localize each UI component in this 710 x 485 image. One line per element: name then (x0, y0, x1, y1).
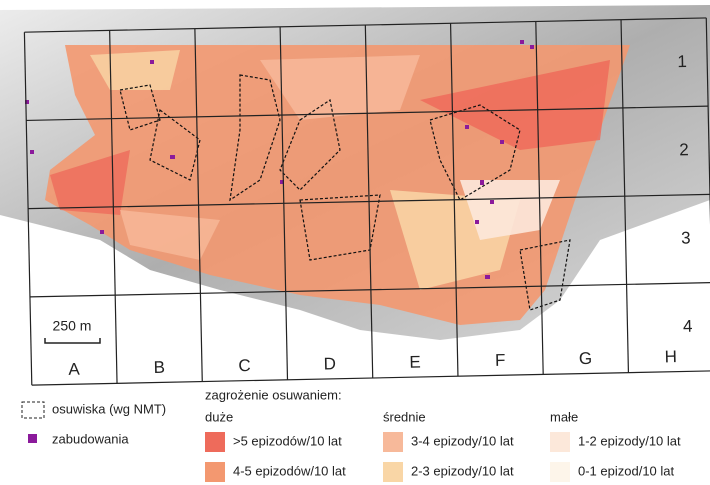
legend-label: >5 epizodów/10 lat (233, 433, 342, 448)
legend-label: 1-2 epizody/10 lat (578, 433, 681, 448)
legend-swatch (205, 432, 225, 452)
grid-line (29, 282, 710, 298)
legend-label: 2-3 epizody/10 lat (411, 463, 514, 478)
legend-group: średnie (383, 409, 426, 424)
legend-buildings: zabudowania (52, 431, 129, 446)
row-label: 2 (679, 140, 689, 159)
column-label: C (238, 356, 251, 375)
legend-group: duże (205, 409, 233, 424)
legend-group: małe (550, 409, 578, 424)
legend: osuwiska (wg NMT) zabudowania zagrożenie… (21, 387, 681, 482)
row-label: 1 (677, 52, 687, 71)
legend-swatch (205, 462, 225, 482)
grid-line (28, 193, 710, 210)
grid-line (31, 370, 710, 386)
buildings (25, 40, 534, 279)
column-label: F (495, 351, 506, 370)
legend-title: zagrożenie osuwaniem: (205, 387, 342, 402)
scale-bar-label: 250 m (53, 318, 92, 334)
column-label: B (153, 358, 165, 377)
legend-label: 4-5 epizodów/10 lat (233, 463, 346, 478)
legend-label: 0-1 epizod/10 lat (578, 463, 675, 478)
column-label: D (323, 354, 336, 373)
column-label: A (68, 360, 80, 379)
row-label: 4 (683, 317, 693, 336)
scale-bar: 250 m (44, 318, 101, 344)
column-label: G (579, 349, 593, 368)
legend-label: 3-4 epizody/10 lat (411, 433, 514, 448)
hazard-zones (45, 45, 630, 325)
legend-landslides: osuwiska (wg NMT) (52, 401, 166, 416)
landslide-symbol (21, 401, 45, 419)
column-label: E (409, 352, 421, 371)
grid-line (26, 105, 709, 122)
legend-swatch (550, 432, 570, 452)
legend-swatch (550, 462, 570, 482)
column-label: H (664, 347, 677, 366)
legend-swatch (383, 462, 403, 482)
grid: A B C D E F G H 1 2 3 4 (23, 17, 710, 386)
row-label: 3 (681, 228, 691, 247)
legend-swatch (383, 432, 403, 452)
building-symbol (28, 434, 37, 443)
grid-line (24, 17, 707, 33)
